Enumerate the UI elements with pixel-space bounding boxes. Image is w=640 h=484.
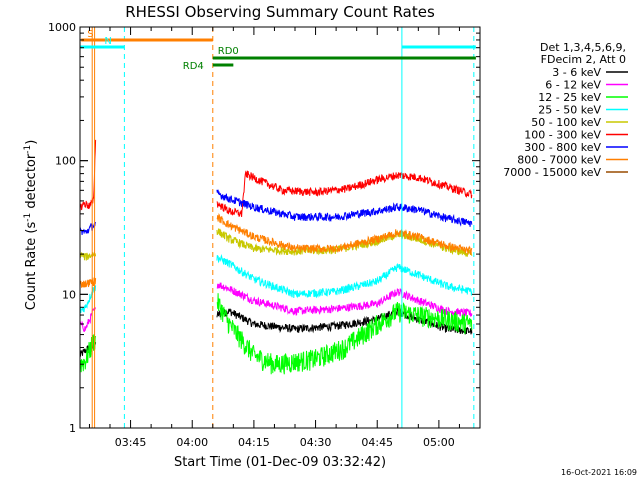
legend-header: Det 1,3,4,5,6,9, — [540, 41, 626, 54]
series-line-5-0 — [79, 139, 97, 213]
legend-label: 6 - 12 keV — [545, 79, 601, 92]
flag-label: RD4 — [183, 61, 204, 72]
x-tick-label: 04:15 — [238, 436, 270, 449]
legend-label: 300 - 800 keV — [524, 141, 601, 154]
series-800-7000-kev-kev — [79, 213, 473, 288]
y-axis-label: Count Rate (s-1 detector-1) — [23, 140, 39, 311]
x-tick-label: 04:00 — [176, 436, 208, 449]
y-axis-label-sup2: -1 — [23, 145, 33, 154]
y-tick-label: 10 — [62, 288, 76, 301]
series-line-3-1 — [216, 253, 473, 299]
x-tick-label: 04:30 — [300, 436, 332, 449]
chart-title: RHESSI Observing Summary Count Rates — [125, 3, 435, 21]
y-tick-label: 100 — [55, 155, 76, 168]
series-6-12-kev-kev — [79, 282, 473, 332]
legend: Det 1,3,4,5,6,9,FDecim 2, Att 03 - 6 keV… — [503, 41, 628, 179]
series-line-6-1 — [216, 189, 473, 227]
legend-label: 3 - 6 keV — [552, 66, 601, 79]
series-12-25-kev-kev — [79, 293, 473, 375]
legend-label: 100 - 300 keV — [524, 129, 601, 142]
series-25-50-kev-kev — [79, 253, 473, 314]
legend-label: 50 - 100 keV — [531, 116, 601, 129]
flag-label: N — [104, 36, 111, 47]
series-line-1-1 — [216, 282, 473, 317]
x-tick-label: 05:00 — [423, 436, 455, 449]
legend-label: 800 - 7000 keV — [517, 154, 601, 167]
x-tick-label: 04:45 — [361, 436, 393, 449]
series-line-2-1 — [216, 293, 473, 375]
y-axis-label-suffix: ) — [24, 140, 39, 145]
y-tick-label: 1 — [69, 422, 76, 435]
series-line-2-0 — [79, 334, 97, 373]
x-tick-label: 03:45 — [115, 436, 147, 449]
legend-header: FDecim 2, Att 0 — [541, 53, 626, 66]
plot-area — [79, 27, 475, 428]
plot-frame — [79, 26, 481, 429]
y-axis-label-mid: detector — [24, 153, 39, 213]
series-line-5-1 — [216, 170, 473, 218]
axes: 1 10 100 1000 03:45 04:00 04:15 04:30 04:45 05:00 — [48, 21, 481, 449]
flag-label: RD0 — [218, 46, 239, 57]
y-axis-label-sup1: -1 — [23, 213, 33, 222]
series-line-7-1 — [216, 213, 473, 256]
legend-label: 25 - 50 keV — [538, 104, 601, 117]
flag-label: S — [87, 29, 93, 40]
series-line-3-0 — [79, 285, 97, 314]
instrument-flags: SN RD4 RD0 — [80, 29, 476, 72]
series-line-7-0 — [79, 277, 97, 288]
y-tick-label: 1000 — [48, 21, 76, 34]
x-axis-label: Start Time (01-Dec-09 03:32:42) — [174, 455, 386, 470]
series-line-1-0 — [79, 307, 97, 332]
footer-timestamp: 16-Oct-2021 16:09 — [561, 468, 637, 477]
y-axis-label-prefix: Count Rate (s — [24, 222, 39, 311]
legend-label: 12 - 25 keV — [538, 91, 601, 104]
legend-label: 7000 - 15000 keV — [503, 166, 601, 179]
series-100-300-kev-kev — [79, 139, 473, 218]
